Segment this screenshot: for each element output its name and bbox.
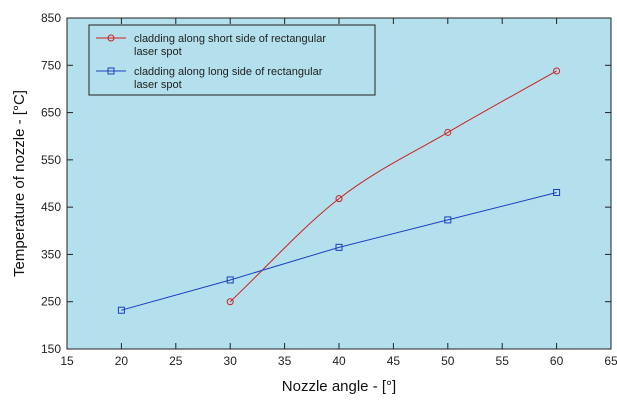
x-tick-label: 35 bbox=[278, 354, 292, 368]
x-tick-label: 55 bbox=[496, 354, 510, 368]
y-tick-label: 850 bbox=[41, 11, 61, 25]
y-tick-label: 250 bbox=[41, 295, 61, 309]
y-tick-label: 150 bbox=[41, 342, 61, 356]
y-axis-ticks: 150 250 350 450 550 650 750 850 bbox=[41, 11, 611, 356]
x-tick-label: 45 bbox=[387, 354, 401, 368]
x-tick-label: 30 bbox=[224, 354, 238, 368]
legend-entries: cladding along short side of rectangular… bbox=[96, 33, 326, 91]
data-point-circle bbox=[335, 195, 343, 203]
data-point-square bbox=[553, 188, 561, 196]
data-point-square bbox=[117, 306, 125, 314]
x-tick-label: 65 bbox=[604, 354, 617, 368]
x-axis-label: Nozzle angle - [°] bbox=[282, 378, 396, 395]
legend-entry-2: cladding along long side of rectangularl… bbox=[96, 66, 323, 91]
x-tick-label: 25 bbox=[169, 354, 183, 368]
data-point-square bbox=[226, 276, 234, 284]
data-point-square bbox=[444, 216, 452, 224]
data-point-square bbox=[335, 243, 343, 251]
x-tick-label: 20 bbox=[115, 354, 129, 368]
legend-label-line: laser spot bbox=[134, 79, 182, 91]
legend-label-line: laser spot bbox=[134, 46, 182, 58]
y-tick-label: 550 bbox=[41, 153, 61, 167]
legend-marker-circle bbox=[107, 34, 115, 42]
x-tick-label: 15 bbox=[60, 354, 74, 368]
x-tick-label: 40 bbox=[332, 354, 346, 368]
data-point-circle bbox=[444, 128, 452, 136]
series-layer bbox=[117, 67, 561, 314]
x-tick-label: 50 bbox=[441, 354, 455, 368]
legend-box bbox=[88, 24, 376, 96]
legend-label-line: cladding along long side of rectangular bbox=[134, 66, 323, 78]
legend-label-line: cladding along short side of rectangular bbox=[134, 33, 326, 45]
y-axis-label: Temperature of nozzle - [°C] bbox=[11, 90, 28, 277]
y-tick-label: 750 bbox=[41, 58, 61, 72]
y-tick-label: 650 bbox=[41, 106, 61, 120]
series-line-1 bbox=[229, 70, 557, 303]
x-tick-label: 60 bbox=[550, 354, 564, 368]
y-tick-label: 350 bbox=[41, 247, 61, 261]
y-tick-label: 450 bbox=[41, 200, 61, 214]
legend-marker-square bbox=[107, 67, 115, 75]
data-point-circle bbox=[226, 298, 234, 306]
series-line-2 bbox=[121, 191, 557, 311]
data-point-circle bbox=[553, 67, 561, 75]
x-axis-ticks: 15 20 25 30 35 40 45 50 55 60 65 bbox=[60, 18, 617, 368]
legend: cladding along short side of rectangular… bbox=[88, 24, 376, 96]
legend-entry-1: cladding along short side of rectangular… bbox=[96, 33, 326, 58]
